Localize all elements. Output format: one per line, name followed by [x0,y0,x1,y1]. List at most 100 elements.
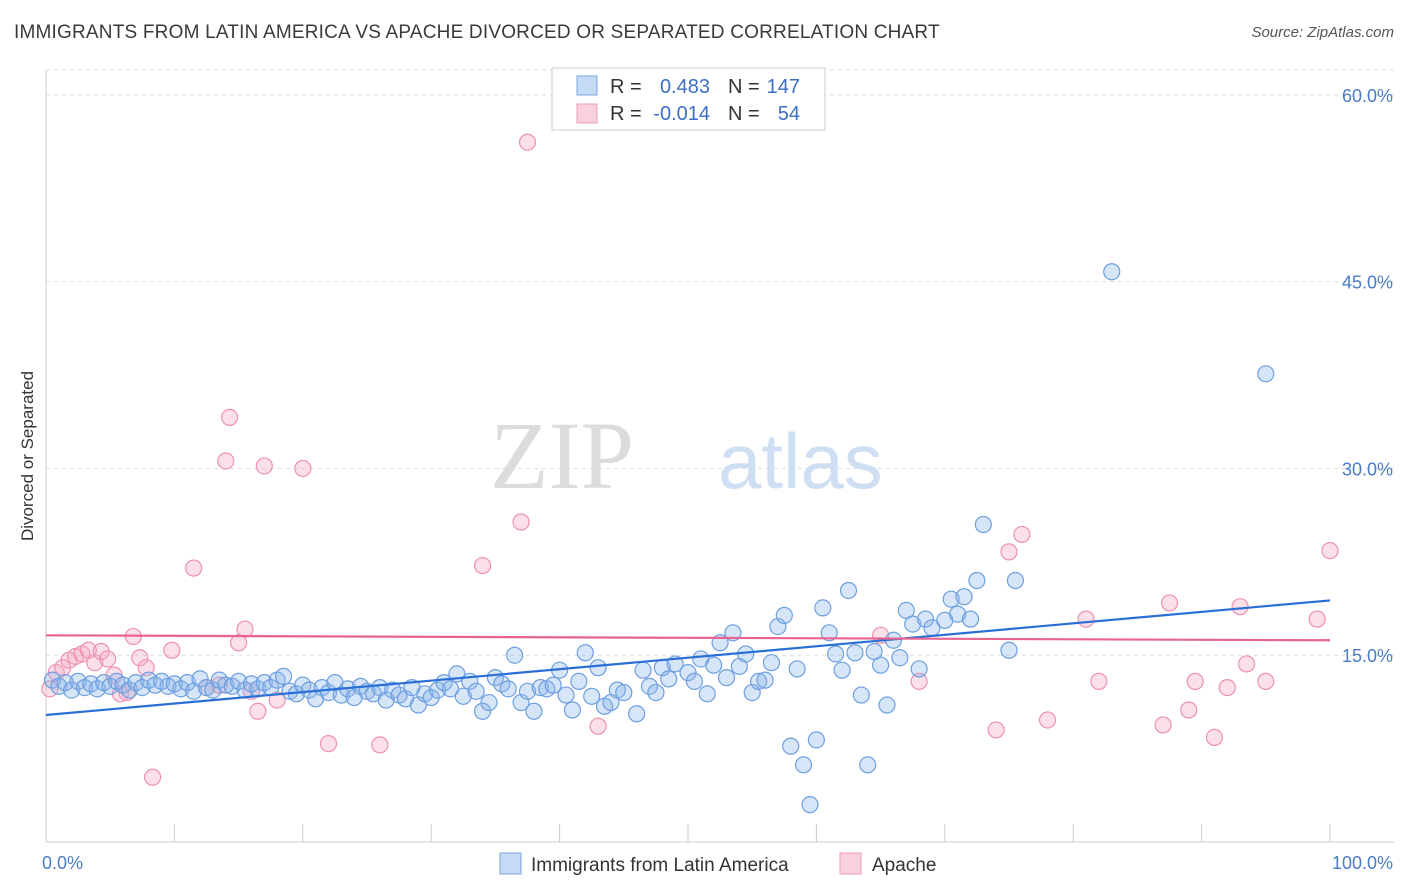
latin-america-point-20 [172,680,190,698]
legend-n-label-1: N = [728,76,760,98]
latin-america-point-145 [1103,263,1121,281]
correlation-legend: R = 0.483 N = 147 R = -0.014 N = 54 [551,67,826,131]
latin-america-point-108 [750,672,768,690]
legend-r-label-2: R = [610,103,642,125]
apache-point-18 [185,559,203,577]
apache-point-39 [1000,543,1018,561]
latin-america-point-75 [525,702,543,720]
latin-america-point-103 [717,669,736,687]
apache-trend-line [45,634,1331,642]
apache-point-35 [589,717,607,735]
latin-america-point-78 [544,676,562,694]
latin-america-point-125 [859,756,877,774]
series-legend-label-apache: Apache [872,855,936,876]
apache-point-30 [319,735,338,753]
latin-america-point-92 [640,677,659,695]
data-points [41,133,1339,814]
latin-america-point-25 [204,681,222,699]
latin-america-point-119 [820,624,838,642]
latin-america-point-85 [589,659,607,677]
apache-point-26 [249,702,267,720]
y-tick-label-3: 60.0% [1342,86,1393,106]
latin-america-point-45 [332,686,350,704]
y-tick-label-0: 15.0% [1342,646,1393,666]
series-legend: Immigrants from Latin America Apache [499,852,936,876]
latin-america-point-122 [839,581,858,600]
apache-point-33 [512,513,530,531]
latin-america-point-89 [615,683,633,702]
legend-r-value-1: 0.483 [660,76,710,98]
apache-point-44 [1154,716,1172,734]
watermark-atlas: atlas [718,417,883,505]
trend-lines [45,599,1331,717]
apache-point-40 [1013,525,1031,544]
latin-america-point-21 [178,674,196,692]
latin-america-point-101 [705,656,723,674]
x-tick-label-max: 100.0% [1332,853,1393,873]
axes [45,70,1394,843]
latin-america-point-144 [1006,571,1025,590]
y-tick-label-1: 30.0% [1342,459,1393,479]
latin-america-point-82 [570,672,588,690]
apache-point-42 [1077,610,1095,628]
latin-america-point-121 [833,661,851,679]
latin-america-point-143 [1000,641,1018,659]
apache-point-9 [99,650,117,668]
latin-america-point-84 [583,687,601,705]
apache-point-50 [1231,598,1249,616]
apache-point-52 [1257,672,1275,690]
latin-america-point-100 [698,685,716,703]
apache-point-16 [143,768,162,786]
latin-america-point-71 [499,680,517,698]
apache-point-29 [294,459,312,478]
latin-america-point-80 [557,686,575,704]
latin-america-point-113 [782,737,800,755]
latin-america-point-7 [88,680,106,698]
apache-point-47 [1186,672,1204,690]
latin-america-point-133 [910,660,928,678]
latin-america-point-138 [949,605,967,623]
legend-n-value-2: 54 [778,103,800,125]
apache-point-14 [131,649,149,667]
watermark-zip: ZIP [490,402,634,509]
apache-point-34 [518,133,537,151]
series-legend-swatch-apache [839,852,862,875]
apache-point-54 [1321,542,1339,560]
latin-america-point-62 [441,680,460,698]
apache-point-46 [1180,701,1198,719]
latin-america-point-117 [807,731,826,749]
apache-point-49 [1218,678,1236,697]
latin-america-point-141 [968,571,986,590]
latin-america-point-74 [518,682,537,700]
chart-title: IMMIGRANTS FROM LATIN AMERICA VS APACHE … [14,22,940,43]
apache-point-38 [987,721,1005,739]
series-legend-label-latin-america: Immigrants from Latin America [531,855,789,876]
latin-america-point-76 [531,678,549,697]
latin-america-point-3 [63,681,81,699]
latin-america-point-27 [217,676,235,694]
latin-america-point-120 [827,645,845,663]
apache-point-48 [1205,728,1224,747]
latin-america-point-116 [801,796,819,814]
latin-america-point-66 [467,682,485,700]
latin-america-point-95 [660,670,678,688]
apache-point-41 [1038,711,1057,729]
latin-america-point-123 [846,644,864,662]
apache-point-45 [1160,594,1179,612]
latin-america-point-23 [191,670,209,688]
latin-america-point-98 [685,672,704,690]
latin-america-point-91 [634,661,652,679]
latin-america-point-146 [1257,365,1275,383]
legend-n-value-1: 147 [767,76,800,98]
latin-america-point-137 [942,590,960,608]
apache-point-31 [371,736,389,754]
latin-america-point-67 [473,702,492,720]
series-legend-swatch-latin-america [499,852,522,875]
apache-point-32 [473,556,492,575]
latin-america-point-124 [852,686,870,704]
latin-america-point-29 [230,672,248,690]
latin-america-point-118 [814,599,832,617]
latin-america-point-128 [878,696,896,714]
latin-america-point-0 [43,671,62,689]
